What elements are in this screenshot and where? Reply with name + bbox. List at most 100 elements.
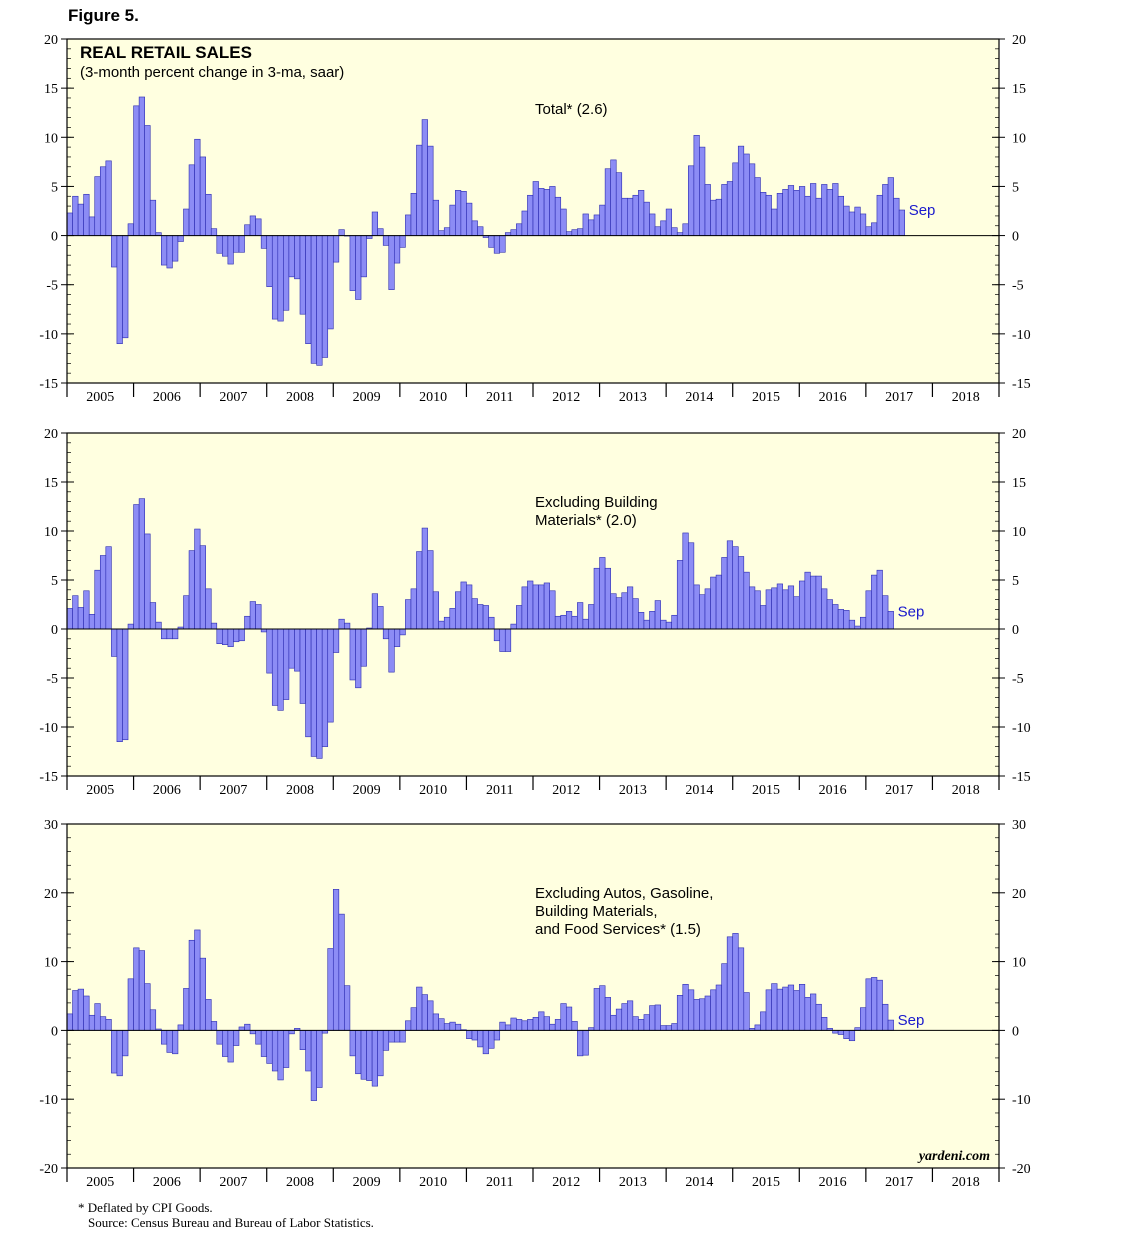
series-label: Materials* (2.0)	[535, 512, 637, 529]
x-tick-label: 2009	[353, 1175, 381, 1190]
bar	[643, 619, 650, 630]
bar	[116, 628, 123, 742]
bar	[532, 1017, 539, 1031]
bar	[277, 235, 284, 322]
bar	[77, 988, 84, 1031]
bar	[427, 550, 434, 630]
bar	[443, 227, 451, 236]
bar	[560, 1003, 567, 1031]
bar	[222, 1030, 229, 1057]
bar	[305, 235, 312, 344]
bar	[743, 571, 750, 630]
bar	[832, 183, 839, 236]
x-tick-label: 2014	[685, 1175, 713, 1190]
bar	[726, 540, 734, 630]
bar	[654, 226, 661, 236]
x-tick-label: 2014	[685, 390, 713, 405]
bar	[477, 604, 484, 630]
y-tick-label-right: -10	[1012, 1093, 1031, 1108]
bar	[455, 190, 462, 236]
bar	[105, 1019, 112, 1031]
bar	[804, 195, 811, 236]
bar	[349, 1030, 356, 1057]
bar	[704, 995, 711, 1031]
bar	[882, 184, 889, 236]
x-tick-label: 2014	[685, 783, 713, 798]
bar	[271, 628, 279, 706]
bar	[316, 1030, 323, 1088]
bar	[172, 1030, 179, 1055]
y-tick-label-left: 0	[51, 623, 58, 638]
bar	[787, 984, 795, 1031]
bar	[294, 628, 301, 672]
bar	[271, 1030, 279, 1072]
bar	[161, 1030, 168, 1045]
bar	[610, 1014, 617, 1031]
bar	[499, 628, 506, 652]
bar	[865, 226, 872, 236]
y-tick-label-right: -10	[1012, 721, 1031, 736]
bar	[94, 569, 101, 630]
series-label: and Food Services* (1.5)	[535, 921, 701, 938]
bar	[183, 595, 190, 630]
bar	[111, 235, 118, 268]
y-tick-label-left: 20	[44, 33, 58, 48]
bar	[532, 584, 539, 630]
bar	[615, 172, 623, 236]
bar	[349, 628, 356, 681]
bar	[188, 939, 195, 1031]
bar	[466, 584, 473, 630]
bar	[615, 597, 623, 630]
bar	[593, 567, 600, 630]
series-label: Excluding Building	[535, 494, 658, 511]
bar	[876, 979, 883, 1031]
bar	[183, 988, 190, 1031]
bar	[810, 183, 817, 236]
bar	[138, 96, 145, 236]
bar	[288, 628, 295, 669]
bar	[504, 1024, 512, 1031]
bar	[493, 628, 501, 642]
bar	[299, 235, 306, 315]
bar	[355, 235, 362, 300]
bar	[227, 1030, 234, 1063]
x-tick-label: 2017	[885, 390, 913, 405]
bar	[871, 222, 878, 236]
bar	[99, 555, 107, 630]
bar	[399, 628, 406, 636]
bar	[887, 177, 894, 236]
bar	[288, 1030, 295, 1035]
bar	[360, 1030, 367, 1080]
y-tick-label-right: -5	[1012, 672, 1024, 687]
bar	[815, 197, 822, 236]
bar	[83, 590, 90, 630]
bar	[449, 608, 456, 630]
bar	[66, 1013, 73, 1031]
bar	[83, 995, 90, 1031]
x-tick-label: 2018	[952, 783, 980, 798]
bar	[815, 1003, 822, 1031]
bar	[593, 988, 600, 1031]
x-tick-label: 2008	[286, 783, 314, 798]
x-tick-label: 2010	[419, 783, 447, 798]
bar	[527, 194, 534, 236]
bar	[138, 950, 145, 1031]
bar	[222, 628, 229, 645]
y-tick-label-right: 0	[1012, 1024, 1019, 1039]
bar	[837, 609, 844, 630]
bar	[810, 993, 817, 1031]
chart-subtitle: (3-month percent change in 3-ma, saar)	[80, 64, 344, 81]
series-label: Total* (2.6)	[535, 101, 608, 118]
bar	[88, 216, 96, 236]
y-tick-label-left: 15	[44, 82, 58, 97]
bar	[671, 1023, 678, 1031]
bar	[438, 1018, 445, 1031]
bar	[183, 208, 190, 236]
y-tick-label-left: 10	[44, 525, 58, 540]
bar	[638, 190, 645, 236]
bar	[887, 611, 894, 630]
bar	[760, 1011, 767, 1031]
x-tick-label: 2013	[619, 390, 647, 405]
bar	[782, 189, 789, 236]
bar	[610, 593, 617, 630]
